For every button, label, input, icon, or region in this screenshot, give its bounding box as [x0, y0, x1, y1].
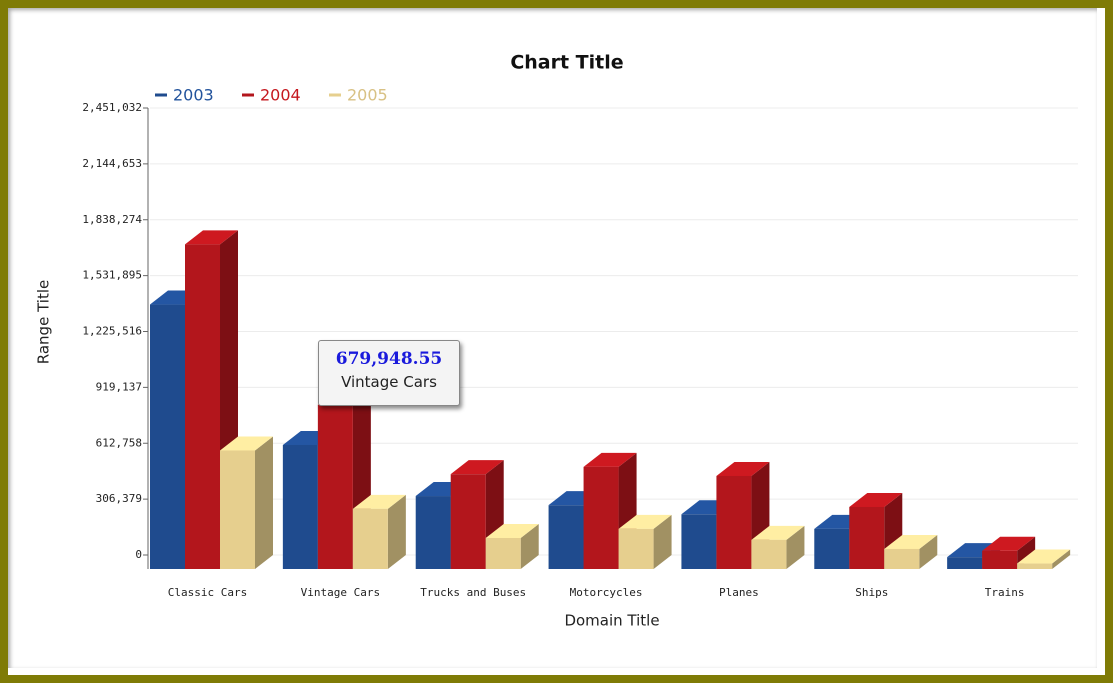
bar — [618, 528, 654, 569]
bar-top — [1017, 549, 1071, 564]
bar-top — [751, 525, 805, 540]
bar-side — [653, 514, 672, 569]
bar-top — [947, 543, 1001, 558]
legend-label: 2004 — [260, 86, 301, 105]
bar — [485, 537, 521, 569]
bar — [185, 244, 220, 569]
x-tick-label: Vintage Cars — [301, 586, 380, 599]
y-tick-label: 2,144,653 — [82, 157, 142, 170]
bar-top — [982, 536, 1036, 551]
y-tick-label: 2,451,032 — [82, 101, 142, 114]
x-tick-label: Ships — [855, 586, 888, 599]
bar — [947, 557, 983, 569]
bar — [415, 496, 451, 569]
tooltip: 679,948.55 Vintage Cars — [318, 340, 460, 406]
x-tick-label: Trucks and Buses — [420, 586, 526, 599]
bar-top — [450, 460, 504, 475]
bar — [282, 444, 318, 569]
bar-top — [618, 514, 672, 529]
tooltip-value: 679,948.55 — [335, 349, 443, 369]
y-tick-label: 1,531,895 — [82, 269, 142, 282]
bar — [583, 466, 619, 569]
bar — [317, 404, 353, 569]
y-tick-label: 919,137 — [96, 380, 142, 393]
bar — [450, 474, 486, 569]
bar — [814, 528, 850, 569]
y-tick-label: 0 — [135, 548, 142, 561]
bar-side — [387, 494, 406, 569]
bar — [716, 475, 752, 569]
bar-side — [1052, 549, 1071, 569]
y-tick-label: 306,379 — [96, 492, 142, 505]
bar — [548, 505, 584, 569]
bar — [849, 506, 885, 569]
x-tick-label: Motorcycles — [570, 586, 643, 599]
bar-top — [185, 230, 238, 245]
y-tick-label: 1,838,274 — [82, 213, 142, 226]
bar-side — [520, 523, 539, 569]
bar — [220, 450, 255, 569]
bar-top — [352, 494, 406, 509]
bar — [982, 550, 1018, 569]
tooltip-category: Vintage Cars — [341, 373, 437, 391]
x-axis-title: Domain Title — [564, 612, 659, 630]
bar — [681, 514, 717, 569]
bar — [150, 304, 185, 569]
legend-label: 2005 — [347, 86, 388, 105]
bar-top — [220, 436, 273, 451]
chart-title: Chart Title — [510, 52, 623, 74]
x-tick-label: Planes — [719, 586, 759, 599]
bar-side — [255, 436, 273, 569]
x-tick-label: Trains — [985, 586, 1025, 599]
bar — [352, 508, 388, 569]
y-tick-label: 1,225,516 — [82, 325, 142, 338]
bar — [884, 548, 920, 569]
y-tick-label: 612,758 — [96, 436, 142, 449]
bar-top — [583, 452, 637, 467]
bar-top — [884, 534, 938, 549]
bar-top — [849, 492, 903, 507]
legend-label: 2003 — [173, 86, 214, 105]
x-tick-label: Classic Cars — [168, 586, 247, 599]
bar-side — [919, 534, 938, 569]
bar-top — [716, 461, 770, 476]
bar — [1017, 563, 1053, 569]
y-axis-title: Range Title — [35, 280, 53, 364]
bar-top — [485, 523, 539, 538]
bar — [751, 539, 787, 569]
bar-side — [786, 525, 805, 569]
